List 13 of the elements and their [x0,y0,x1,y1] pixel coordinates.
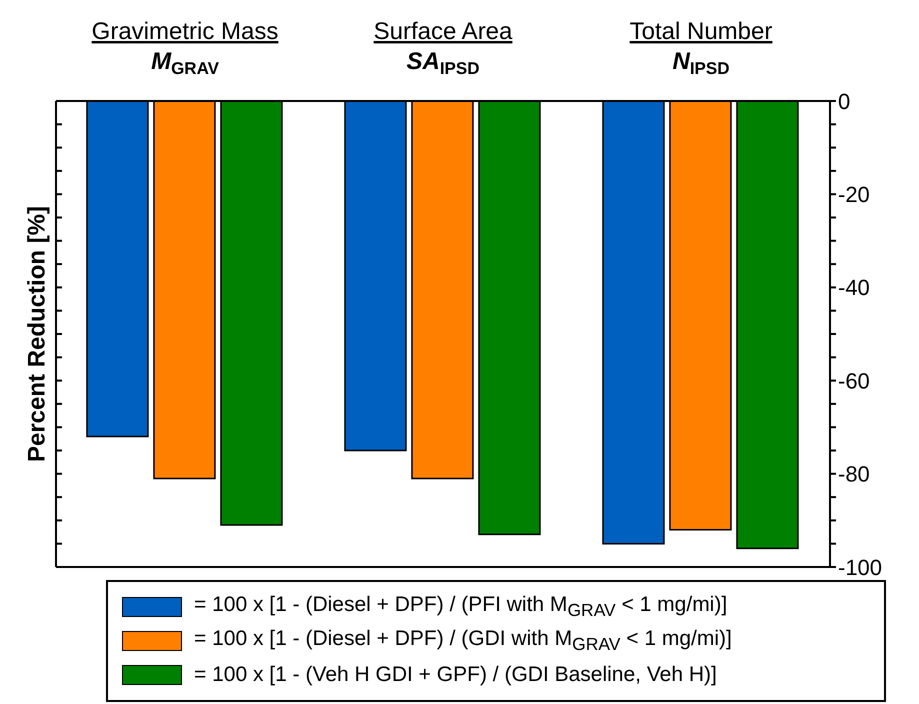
y-tick-label: -80 [838,462,870,487]
legend-label: = 100 x [1 - (Veh H GDI + GPF) / (GDI Baseline, Veh H)] [194,663,717,687]
legend-label: = 100 x [1 - (Diesel + DPF) / (GDI with M$_{GRAV}$ < 1 mg/mi)] [194,626,732,656]
x-tick-label: Gravimetric Mass M$_{GRAV}$ [92,18,278,78]
y-tick-label: -20 [838,182,870,208]
y-axis-title: Percent Reduction [%] [24,206,51,462]
y-tick-label: -40 [838,275,870,300]
y-tick-label: -60 [838,368,870,394]
y-tick-label: -100 [838,554,882,580]
x-tick-label: Total Number N$_{IPSD}$ [630,18,772,78]
legend-label: = 100 x [1 - (Diesel + DPF) / (PFI with M$_{GRAV}$ < 1 mg/mi)] [194,592,728,622]
y-tick-label: 0 [838,88,850,114]
x-tick-label: Surface Area SA$_{IPSD}$ [374,18,514,78]
